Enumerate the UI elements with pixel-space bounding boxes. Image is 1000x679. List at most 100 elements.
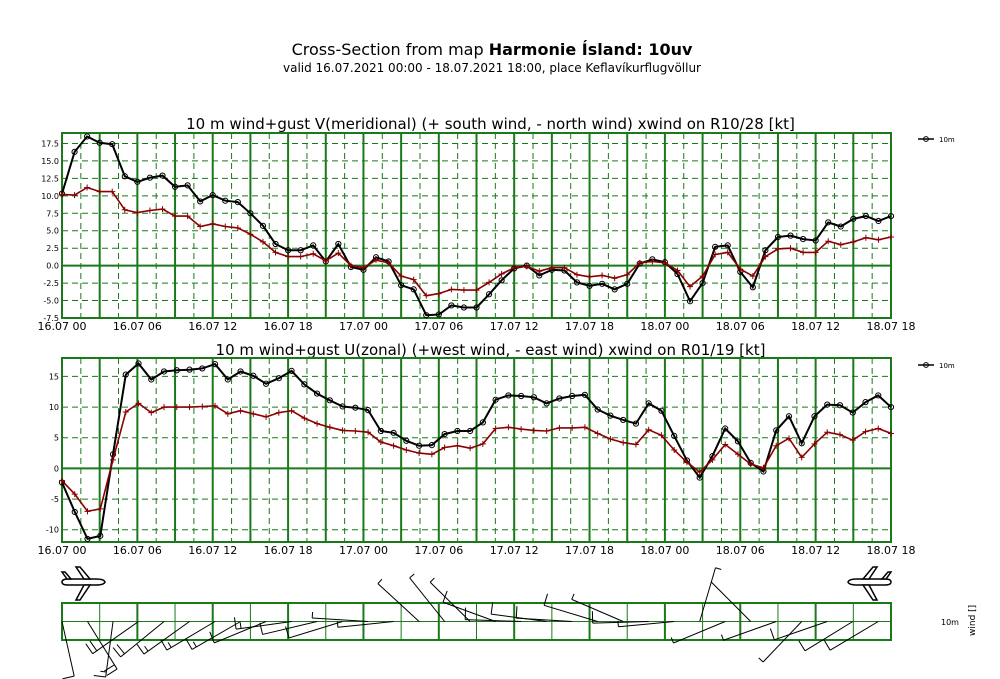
- chart-title: 10 m wind+gust U(zonal) (+west wind, - e…: [216, 341, 766, 359]
- x-tick-label: 18.07 18: [867, 544, 916, 557]
- data-point-mean: [59, 477, 65, 484]
- data-point-mean: [811, 440, 818, 447]
- data-point-mean: [581, 424, 588, 431]
- data-point-mean: [837, 241, 844, 248]
- data-point-gust: [284, 247, 292, 254]
- data-point-mean: [709, 456, 716, 463]
- chart-u-zonal: 10 m wind+gust U(zonal) (+west wind, - e…: [38, 341, 955, 557]
- data-point-gust: [224, 376, 231, 383]
- series-line-gust: [61, 135, 892, 317]
- x-tick-label: 16.07 00: [38, 544, 87, 557]
- data-point-mean: [441, 444, 448, 451]
- wind-barb-feather: [769, 628, 775, 640]
- data-point-mean: [263, 413, 270, 420]
- wind-barb-staff: [571, 598, 624, 622]
- wind-barb-staff: [143, 621, 190, 655]
- wind-barb-staff: [312, 617, 369, 622]
- wind-barb-feather: [758, 657, 764, 663]
- data-point-gust: [454, 427, 461, 435]
- data-point-mean: [518, 426, 525, 433]
- data-point-mean: [310, 250, 317, 257]
- x-tick-label: 16.07 18: [264, 544, 313, 557]
- x-tick-label: 17.07 12: [490, 544, 539, 557]
- x-tick-label: 17.07 18: [565, 544, 614, 557]
- data-point-mean: [875, 236, 882, 243]
- data-point-mean: [272, 249, 279, 256]
- wind-barb-feather: [336, 621, 339, 628]
- data-point-mean: [850, 238, 857, 245]
- data-point-gust: [825, 219, 832, 226]
- wind-barb-feather: [93, 674, 106, 678]
- data-point-mean: [186, 404, 193, 411]
- data-point-gust: [645, 400, 652, 407]
- data-point-mean: [888, 430, 894, 437]
- data-point-mean: [285, 253, 292, 260]
- data-point-gust: [121, 173, 128, 180]
- x-tick-label: 18.07 12: [791, 320, 840, 333]
- y-tick-label: -2.5: [43, 279, 59, 288]
- data-point-gust: [71, 508, 78, 516]
- data-point-mean: [148, 409, 155, 416]
- data-point-mean: [259, 238, 266, 245]
- data-point-mean: [762, 253, 769, 260]
- data-point-gust: [785, 413, 793, 420]
- title-map-name: Harmonie Ísland: 10uv: [488, 40, 693, 59]
- data-point-mean: [301, 415, 308, 422]
- data-point-gust: [209, 192, 216, 199]
- data-point-mean: [774, 245, 781, 252]
- data-point-gust: [335, 240, 342, 248]
- y-tick-label: 5: [54, 434, 59, 443]
- data-point-gust: [247, 210, 254, 217]
- data-point-mean: [573, 271, 580, 278]
- wind-barb-feather: [823, 639, 831, 651]
- wind-barb-staff: [87, 621, 118, 670]
- wind-barb-staff: [699, 567, 716, 622]
- x-tick-label: 16.07 00: [38, 320, 87, 333]
- data-point-gust: [310, 242, 317, 249]
- data-point-mean: [658, 432, 665, 439]
- data-point-mean: [825, 238, 832, 245]
- data-point-mean: [96, 188, 103, 195]
- wind-barb-feather: [571, 593, 575, 600]
- wind-barb-staff: [61, 621, 75, 677]
- wind-barb-feather: [112, 647, 122, 658]
- wind-barb-staff: [236, 621, 292, 630]
- data-point-mean: [416, 450, 423, 457]
- data-point-mean: [812, 249, 819, 256]
- wind-barb-feather: [720, 634, 724, 641]
- data-point-gust: [875, 392, 882, 399]
- data-point-mean: [377, 439, 384, 446]
- data-point-mean: [237, 407, 244, 414]
- wind-barb-feather: [715, 567, 722, 570]
- data-point-gust: [146, 174, 154, 181]
- data-point-gust: [543, 400, 550, 407]
- data-point-gust: [460, 304, 468, 311]
- data-point-gust: [403, 437, 410, 444]
- data-point-gust: [722, 425, 729, 432]
- wind-barb-staff: [829, 621, 879, 651]
- data-point-gust: [518, 392, 525, 400]
- wind-barb-feather: [106, 668, 118, 676]
- data-point-gust: [173, 367, 180, 374]
- data-point-mean: [385, 259, 392, 266]
- data-point-gust: [824, 401, 831, 408]
- data-point-mean: [479, 440, 486, 447]
- data-point-gust: [620, 416, 627, 424]
- wind-panel-level-label: 10m: [941, 618, 959, 627]
- data-point-mean: [109, 188, 116, 195]
- wind-barb-feather: [116, 644, 125, 655]
- data-point-mean: [224, 410, 231, 417]
- data-point-gust: [275, 375, 282, 382]
- data-point-mean: [536, 268, 543, 275]
- wind-barb-feather: [798, 640, 806, 652]
- data-point-gust: [611, 286, 618, 293]
- data-point-mean: [498, 271, 505, 278]
- wind-barb-feather: [192, 641, 197, 648]
- data-point-gust: [798, 440, 805, 447]
- data-point-mean: [505, 424, 512, 431]
- data-point-mean: [352, 427, 359, 434]
- wind-barb-staff: [710, 581, 752, 622]
- data-point-mean: [339, 427, 346, 434]
- data-point-gust: [787, 232, 794, 239]
- data-point-mean: [428, 451, 435, 458]
